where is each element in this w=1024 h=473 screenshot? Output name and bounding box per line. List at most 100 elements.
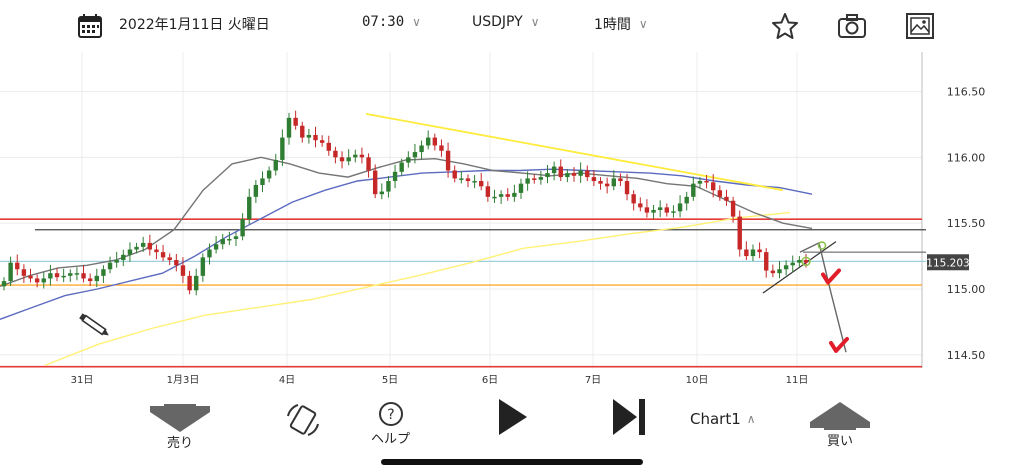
candle-body: [419, 145, 424, 153]
y-axis: 116.50 116.00 115.50 115.00 114.50: [947, 86, 986, 362]
chevron-up-icon: ∧: [746, 412, 756, 426]
candle-body: [127, 249, 133, 255]
current-price-badge: [927, 254, 969, 271]
candle-body: [260, 178, 265, 185]
svg-text:?: ?: [387, 407, 394, 423]
check-icon: [829, 336, 849, 353]
date-label[interactable]: 2022年1月11日 火曜日: [119, 14, 270, 34]
candle-body: [107, 262, 113, 270]
candle-body: [379, 191, 385, 195]
candle-body: [233, 236, 239, 239]
candle-body: [797, 260, 802, 263]
candle-body: [300, 125, 305, 138]
candle-body: [425, 137, 431, 146]
candle-body: [399, 162, 404, 172]
candle-body: [167, 257, 172, 261]
candle-body: [697, 181, 703, 184]
candle-body: [644, 207, 650, 213]
candle-body: [121, 254, 126, 261]
buy-button[interactable]: 買い: [810, 402, 870, 449]
candle-body: [286, 117, 292, 138]
home-indicator: [381, 459, 643, 465]
timeframe-selector[interactable]: 1時間 ∨: [594, 14, 648, 34]
candle-body: [406, 157, 411, 163]
x-tick-label: 10日: [686, 375, 709, 386]
candle-body: [200, 257, 206, 276]
play-button[interactable]: [497, 397, 529, 437]
trendline-lower: [762, 241, 837, 294]
x-tick-label: 7日: [585, 375, 601, 386]
camera-icon[interactable]: [836, 10, 868, 42]
candle-body: [68, 273, 73, 276]
rotate-button[interactable]: [284, 402, 322, 438]
candle-body: [717, 190, 723, 197]
candle-body: [651, 210, 656, 213]
candle-body: [313, 134, 318, 141]
candle-body: [101, 269, 106, 276]
candle-body: [479, 181, 484, 187]
candle-body: [227, 238, 232, 241]
candle-body: [8, 262, 13, 282]
candle-body: [220, 238, 225, 245]
candle-body: [353, 154, 358, 158]
candle-body: [452, 170, 457, 179]
chevron-down-icon: ∨: [412, 15, 421, 29]
candle-body: [333, 150, 338, 158]
x-tick-label: 31日: [71, 375, 94, 386]
candle-body: [485, 186, 491, 197]
step-forward-button[interactable]: [611, 397, 647, 437]
chevron-down-icon: ∨: [530, 15, 540, 29]
candle-body: [174, 260, 179, 266]
sell-button[interactable]: 売り: [150, 404, 210, 451]
candle-body: [505, 194, 510, 197]
top-bar: 2022年1月11日 火曜日 07:30 ∨ USDJPY ∨ 1時間 ∨: [0, 0, 1024, 52]
candle-body: [339, 157, 345, 162]
candle-body: [240, 219, 245, 237]
chevron-down-icon: ∨: [638, 17, 648, 31]
candle-body: [372, 170, 378, 195]
price-chart[interactable]: 115.203 116.50 116.00 115.50 115.00 114.50 3…: [0, 52, 1024, 388]
symbol-selector[interactable]: USDJPY ∨: [472, 14, 540, 30]
candle-body: [558, 166, 563, 178]
candle-body: [459, 178, 464, 180]
candle-body: [439, 145, 444, 151]
candle-body: [518, 183, 524, 193]
y-tick-label: 116.00: [947, 151, 986, 164]
help-label: ヘルプ: [371, 432, 411, 447]
image-icon[interactable]: [904, 10, 936, 42]
candle-body: [624, 181, 630, 195]
candle-body: [147, 242, 153, 250]
sell-label: 売り: [166, 436, 193, 451]
pencil-icon[interactable]: [79, 313, 110, 337]
projection: 115.203: [799, 241, 970, 353]
marker-circle: [817, 241, 827, 250]
candle-body: [532, 178, 537, 180]
buy-label: 買い: [826, 434, 853, 449]
chart-selector[interactable]: Chart1 ∧: [690, 410, 756, 428]
candle-body: [386, 181, 391, 192]
x-tick-label: 5日: [382, 375, 398, 386]
candle-body: [247, 196, 252, 220]
candle-body: [346, 157, 351, 162]
candle-body: [724, 196, 729, 201]
candle-body: [565, 173, 570, 178]
candle-body: [777, 269, 782, 274]
candle-body: [783, 265, 789, 270]
time-selector[interactable]: 07:30 ∨: [362, 14, 421, 30]
help-button[interactable]: ? ヘルプ: [371, 400, 410, 447]
candle-body: [412, 152, 418, 158]
candle-body: [306, 134, 312, 138]
candle-body: [671, 211, 676, 213]
calendar-icon[interactable]: [74, 10, 106, 42]
candle-body: [764, 252, 769, 271]
help-icon: ?: [378, 402, 403, 426]
star-icon[interactable]: [769, 10, 801, 42]
x-tick-label: 11日: [786, 375, 809, 386]
candle-body: [598, 181, 603, 184]
candle-body: [757, 249, 762, 253]
check-icon: [821, 268, 841, 285]
chart-label: Chart1: [690, 410, 741, 428]
candle-body: [74, 273, 80, 275]
candle-body: [730, 200, 736, 217]
candle-body: [472, 181, 477, 183]
